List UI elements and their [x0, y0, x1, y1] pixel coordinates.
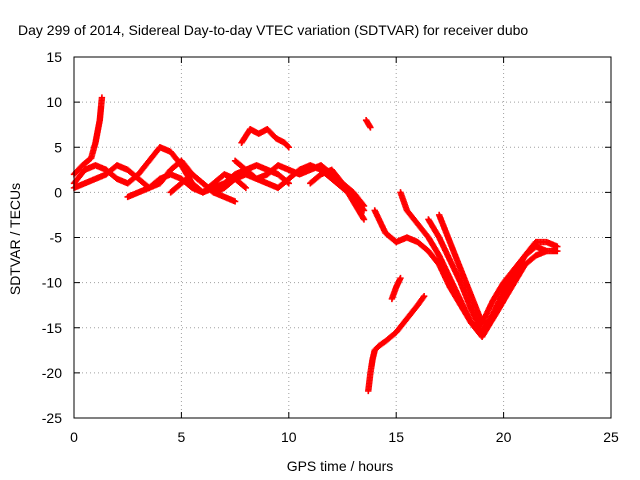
- ticks-layer: 0 5 10 15 20 25 -25 -20 -15 -10 -5 0 5 10 15: [42, 49, 619, 445]
- y-tick-label: -5: [50, 230, 63, 246]
- points-layer: [70, 94, 561, 395]
- x-tick-label: 10: [281, 429, 297, 445]
- data-point: [554, 243, 561, 250]
- y-tick-label: 5: [54, 139, 62, 155]
- data-point: [420, 292, 428, 300]
- data-series-arc-1: [70, 94, 106, 178]
- y-axis-label: SDTVAR / TECUs: [7, 183, 23, 295]
- x-tick-label: 20: [496, 429, 512, 445]
- x-tick-label: 5: [178, 429, 186, 445]
- x-axis-label: GPS time / hours: [287, 458, 394, 474]
- data-point: [367, 124, 374, 131]
- data-point-interp: [359, 201, 367, 208]
- data-series-arc-9: [362, 116, 374, 131]
- data-point: [242, 184, 250, 192]
- y-tick-label: 0: [54, 184, 62, 200]
- x-tick-label: 15: [388, 429, 404, 445]
- data-point: [397, 274, 404, 282]
- data-point: [231, 198, 239, 205]
- data-point-interp: [420, 294, 427, 301]
- data-point-interp: [241, 183, 248, 191]
- data-series-arc-8: [238, 126, 292, 151]
- y-tick-label: -20: [42, 365, 62, 381]
- y-tick-label: 10: [46, 94, 62, 110]
- y-tick-label: -25: [42, 410, 62, 426]
- data-point: [98, 94, 106, 101]
- y-tick-label: -15: [42, 320, 62, 336]
- grid-layer: [74, 57, 611, 418]
- data-series-arc-7: [307, 166, 368, 223]
- data-point: [285, 144, 292, 151]
- x-tick-label: 25: [603, 429, 619, 445]
- chart-title: Day 299 of 2014, Sidereal Day-to-day VTE…: [18, 22, 528, 38]
- data-point-interp: [284, 142, 291, 150]
- data-point: [360, 202, 368, 210]
- data-series-arc-13: [435, 211, 550, 327]
- data-point: [360, 216, 368, 223]
- data-series-arc-15: [388, 274, 404, 303]
- y-tick-label: -10: [42, 275, 62, 291]
- data-point: [543, 247, 550, 255]
- x-tick-label: 0: [70, 429, 78, 445]
- y-tick-label: 15: [46, 49, 62, 65]
- data-series-arc-14: [365, 292, 428, 395]
